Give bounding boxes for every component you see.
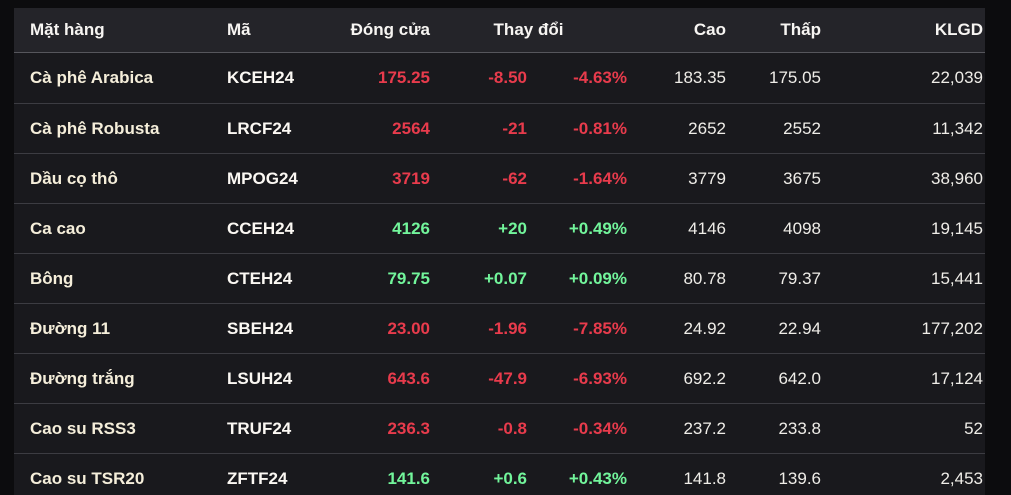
cell-volume: 52 (821, 403, 985, 453)
cell-change: -47.9 (430, 353, 527, 403)
table-row[interactable]: Cao su RSS3 TRUF24 236.3 -0.8 -0.34% 237.2 233… (14, 403, 985, 453)
cell-volume: 38,960 (821, 153, 985, 203)
cell-code: LRCF24 (227, 103, 337, 153)
table-row[interactable]: Cà phê Arabica KCEH24 175.25 -8.50 -4.63% 183… (14, 53, 985, 103)
cell-volume: 19,145 (821, 203, 985, 253)
cell-change_pct: -6.93% (527, 353, 627, 403)
cell-item: Đường trắng (14, 353, 227, 403)
cell-volume: 11,342 (821, 103, 985, 153)
col-header-change: Thay đổi (430, 8, 627, 53)
cell-high: 692.2 (627, 353, 726, 403)
cell-item: Ca cao (14, 203, 227, 253)
cell-item: Đường 11 (14, 303, 227, 353)
cell-high: 183.35 (674, 68, 726, 87)
cell-high: 4146 (627, 203, 726, 253)
cell-volume: 15,441 (821, 253, 985, 303)
col-header-volume: KLGD (821, 8, 985, 53)
cell-low: 2552 (726, 103, 821, 153)
cell-item: Dầu cọ thô (14, 153, 227, 203)
cell-low: 642.0 (726, 353, 821, 403)
cell-change_pct: +0.43% (527, 453, 627, 495)
table-row[interactable]: Bông CTEH24 79.75 +0.07 +0.09% 80.78 79.37 15,4… (14, 253, 985, 303)
cell-low: 79.37 (726, 253, 821, 303)
cell-code: MPOG24 (227, 153, 337, 203)
cell-low: 4098 (726, 203, 821, 253)
cell-change_pct: -7.85% (527, 303, 627, 353)
col-header-low: Thấp (726, 8, 821, 53)
cell-change_pct: -0.34% (527, 403, 627, 453)
cell-code: KCEH24 (227, 68, 295, 87)
cell-close: 175.25 (378, 68, 430, 87)
cell-volume: 17,124 (821, 353, 985, 403)
cell-code: CTEH24 (227, 253, 337, 303)
cell-change: -0.8 (430, 403, 527, 453)
cell-low: 175.05 (769, 68, 821, 87)
cell-change_pct: -0.81% (527, 103, 627, 153)
cell-high: 141.8 (627, 453, 726, 495)
cell-item: Cao su TSR20 (14, 453, 227, 495)
cell-item: Cà phê Arabica (30, 68, 154, 87)
cell-code: TRUF24 (227, 403, 337, 453)
cell-close: 141.6 (337, 453, 430, 495)
cell-close: 3719 (337, 153, 430, 203)
price-table: Mặt hàng Mã Đóng cửa Thay đổi Cao Thấp K… (14, 8, 985, 495)
header-row: Mặt hàng Mã Đóng cửa Thay đổi Cao Thấp K… (14, 8, 985, 53)
col-header-code: Mã (227, 8, 337, 53)
col-header-close: Đóng cửa (337, 8, 430, 53)
cell-close: 643.6 (337, 353, 430, 403)
cell-code: CCEH24 (227, 203, 337, 253)
table-row[interactable]: Đường 11 SBEH24 23.00 -1.96 -7.85% 24.92 22.94… (14, 303, 985, 353)
cell-high: 80.78 (627, 253, 726, 303)
table-row[interactable]: Dầu cọ thô MPOG24 3719 -62 -1.64% 3779 3675 38,… (14, 153, 985, 203)
cell-change: +0.6 (430, 453, 527, 495)
col-header-item: Mặt hàng (14, 8, 227, 53)
cell-low: 22.94 (726, 303, 821, 353)
cell-change: -1.96 (430, 303, 527, 353)
price-table-container: Mặt hàng Mã Đóng cửa Thay đổi Cao Thấp K… (14, 8, 985, 495)
cell-high: 2652 (627, 103, 726, 153)
table-row[interactable]: Ca cao CCEH24 4126 +20 +0.49% 4146 4098 19,145 (14, 203, 985, 253)
cell-code: ZFTF24 (227, 453, 337, 495)
cell-high: 3779 (627, 153, 726, 203)
cell-low: 233.8 (726, 403, 821, 453)
cell-change_pct: +0.09% (527, 253, 627, 303)
cell-change: -21 (430, 103, 527, 153)
cell-close: 79.75 (337, 253, 430, 303)
cell-change: -8.50 (488, 68, 527, 87)
cell-change: +0.07 (430, 253, 527, 303)
cell-volume: 22,039 (931, 68, 983, 87)
table-row[interactable]: Cà phê Robusta LRCF24 2564 -21 -0.81% 2652 255… (14, 103, 985, 153)
cell-high: 237.2 (627, 403, 726, 453)
cell-item: Cà phê Robusta (14, 103, 227, 153)
cell-low: 139.6 (726, 453, 821, 495)
cell-close: 236.3 (337, 403, 430, 453)
col-header-high: Cao (627, 8, 726, 53)
cell-code: SBEH24 (227, 303, 337, 353)
cell-change_pct: -1.64% (527, 153, 627, 203)
cell-item: Cao su RSS3 (14, 403, 227, 453)
cell-code: LSUH24 (227, 353, 337, 403)
cell-close: 23.00 (337, 303, 430, 353)
cell-close: 2564 (337, 103, 430, 153)
cell-change: -62 (430, 153, 527, 203)
table-row[interactable]: Đường trắng LSUH24 643.6 -47.9 -6.93% 692.2 64… (14, 353, 985, 403)
cell-low: 3675 (726, 153, 821, 203)
cell-high: 24.92 (627, 303, 726, 353)
cell-close: 4126 (337, 203, 430, 253)
table-body: Cà phê Arabica KCEH24 175.25 -8.50 -4.63% 183… (14, 53, 985, 495)
table-row[interactable]: Cao su TSR20 ZFTF24 141.6 +0.6 +0.43% 141.8 13… (14, 453, 985, 495)
cell-change_pct: +0.49% (527, 203, 627, 253)
cell-volume: 177,202 (821, 303, 985, 353)
cell-change_pct: -4.63% (573, 68, 627, 87)
cell-volume: 2,453 (821, 453, 985, 495)
cell-item: Bông (14, 253, 227, 303)
cell-change: +20 (430, 203, 527, 253)
